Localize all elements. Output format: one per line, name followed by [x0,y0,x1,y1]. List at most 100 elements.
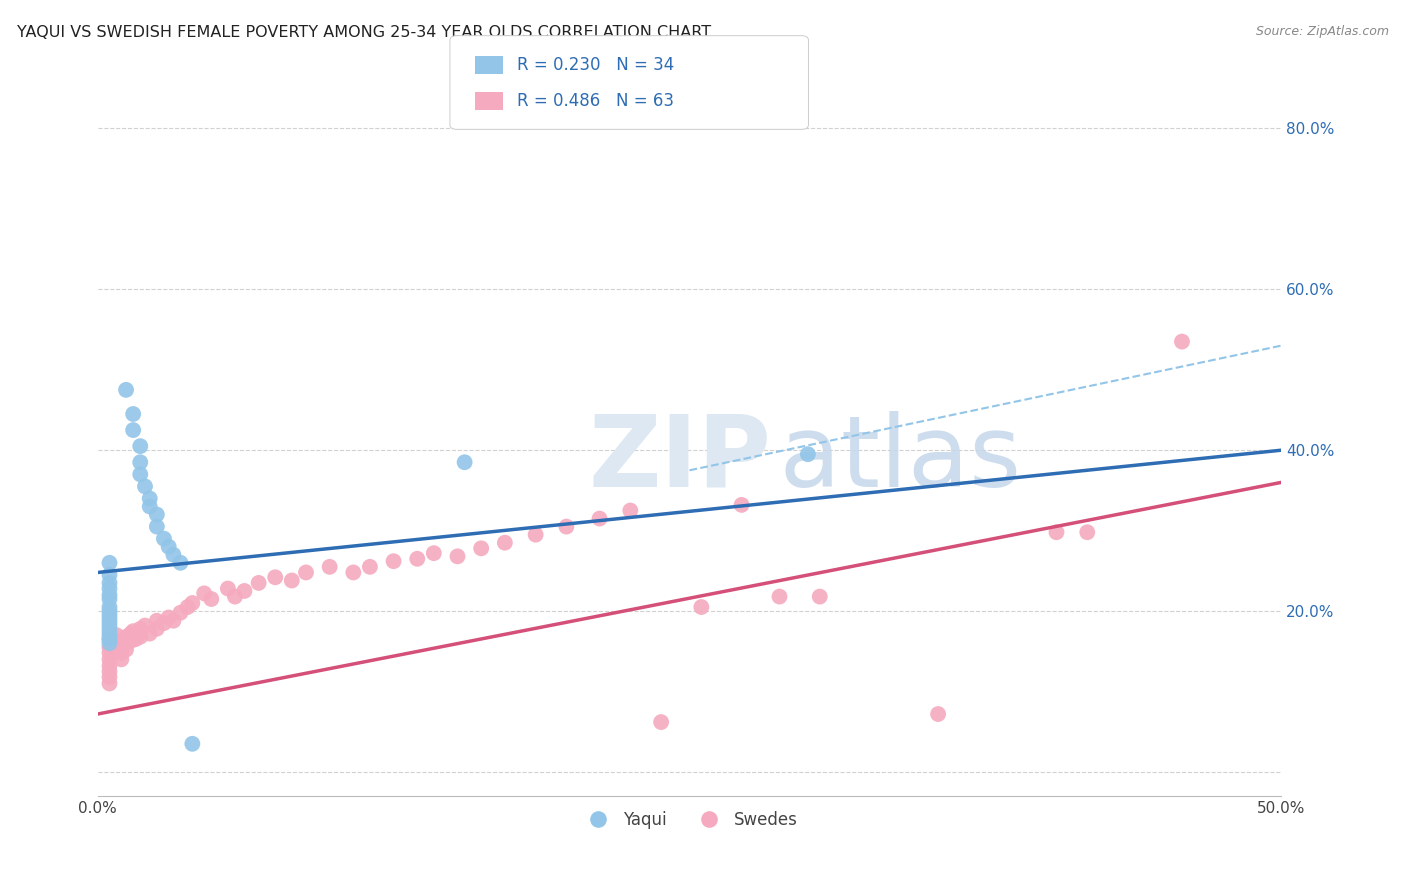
Point [406,551,429,566]
Point [157,540,180,554]
Point [110,652,132,666]
Point [129,622,152,636]
Point [98,604,121,618]
Point [98,658,121,673]
Point [162,614,184,628]
Point [98,676,121,690]
Point [122,624,145,639]
Point [1171,334,1194,349]
Point [281,574,304,588]
Point [138,500,160,514]
Point [169,556,191,570]
Point [193,586,215,600]
Point [105,634,128,648]
Point [153,532,176,546]
Point [555,519,578,533]
Point [453,455,475,469]
Point [295,566,318,580]
Point [115,636,138,650]
Point [98,592,121,607]
Point [129,630,152,644]
Point [98,665,121,679]
Point [98,567,121,582]
Point [382,554,405,568]
Point [98,575,121,590]
Text: Source: ZipAtlas.com: Source: ZipAtlas.com [1256,25,1389,38]
Point [146,622,169,636]
Point [98,624,121,639]
Point [98,670,121,684]
Point [619,503,641,517]
Point [105,628,128,642]
Text: R = 0.230   N = 34: R = 0.230 N = 34 [517,56,675,74]
Point [115,630,138,644]
Point [115,383,138,397]
Text: YAQUI VS SWEDISH FEMALE POVERTY AMONG 25-34 YEAR OLDS CORRELATION CHART: YAQUI VS SWEDISH FEMALE POVERTY AMONG 25… [17,25,711,40]
Point [98,632,121,647]
Point [134,479,156,493]
Point [98,588,121,602]
Point [342,566,364,580]
Point [98,600,121,615]
Point [120,633,142,648]
Point [115,642,138,657]
Point [138,491,160,506]
Point [181,596,204,610]
Point [146,508,169,522]
Point [162,548,184,562]
Point [146,519,169,533]
Point [264,570,287,584]
Point [224,590,246,604]
Point [169,606,191,620]
Point [122,407,145,421]
Point [134,618,156,632]
Text: atlas: atlas [589,411,1021,508]
Point [247,575,270,590]
Point [138,626,160,640]
Point [98,556,121,570]
Point [98,612,121,626]
Point [200,592,222,607]
Point [98,582,121,596]
Point [768,590,790,604]
Point [176,600,198,615]
Point [470,541,492,556]
Point [98,636,121,650]
Point [1045,525,1067,540]
Point [146,614,169,628]
Point [124,632,146,647]
Point [120,626,142,640]
Point [98,608,121,623]
Point [98,628,121,642]
Point [181,737,204,751]
Point [110,646,132,660]
Point [494,535,516,549]
Point [153,616,176,631]
Point [446,549,468,564]
Point [98,640,121,655]
Point [98,616,121,631]
Point [98,620,121,634]
Point [650,715,672,730]
Point [359,559,381,574]
Point [423,546,446,560]
Point [524,527,547,541]
Point [927,706,949,721]
Point [1076,525,1098,540]
Point [217,582,239,596]
Point [797,447,820,461]
Point [318,559,340,574]
Point [98,652,121,666]
Legend: Yaqui, Swedes: Yaqui, Swedes [575,804,804,835]
Point [105,640,128,655]
Point [122,423,145,437]
Point [730,498,752,512]
Point [129,455,152,469]
Point [588,511,610,525]
Point [129,439,152,453]
Text: R = 0.486   N = 63: R = 0.486 N = 63 [517,92,675,110]
Point [129,467,152,482]
Point [98,646,121,660]
Text: ZIP: ZIP [589,411,772,508]
Point [157,610,180,624]
